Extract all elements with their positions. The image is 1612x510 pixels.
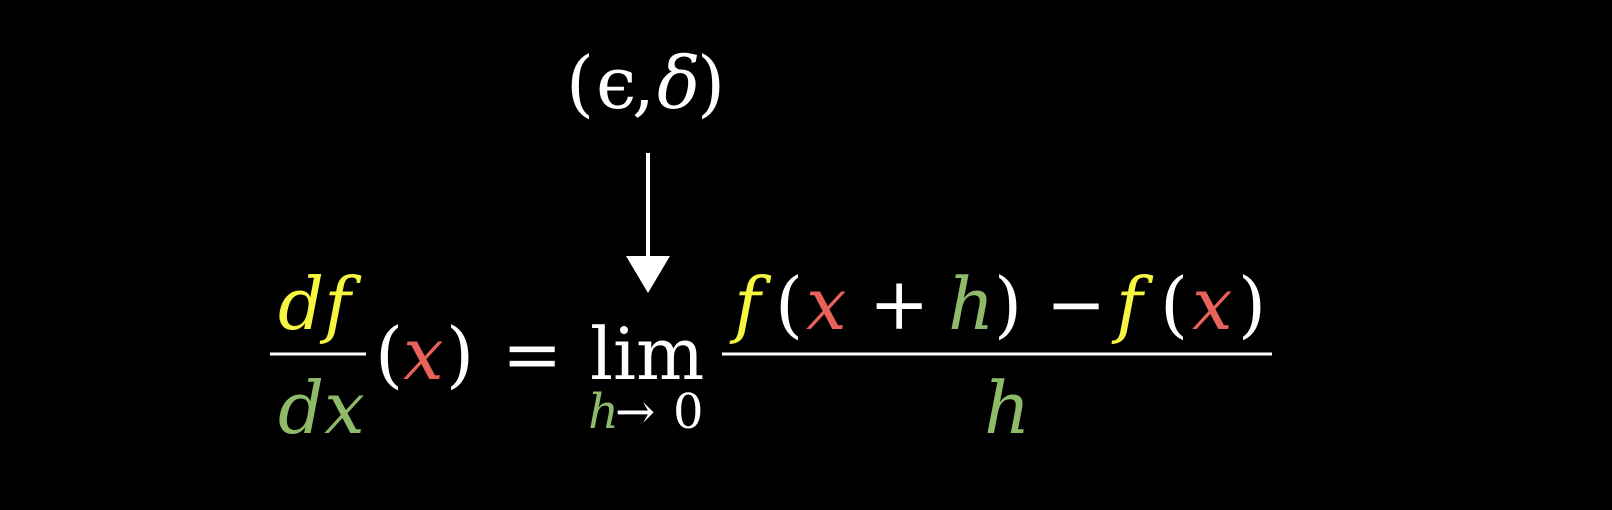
rhs-x2: x — [1192, 262, 1233, 346]
rhs-open-paren-2: ( — [1160, 262, 1189, 346]
lhs-open-paren: ( — [375, 312, 404, 396]
rhs-h1: h — [948, 262, 995, 346]
lim-sub-zero: 0 — [673, 384, 704, 440]
rhs-denominator-h: h — [984, 366, 1031, 450]
rhs-x1: x — [806, 262, 847, 346]
lhs-x: x — [403, 312, 444, 396]
annotation-close-paren: ) — [697, 41, 726, 125]
annotation-epsilon: ϵ — [596, 41, 637, 125]
lhs-denominator-dx: dx — [278, 366, 365, 450]
lim-sub-arrow: → — [615, 384, 656, 440]
rhs-open-paren-1: ( — [775, 262, 804, 346]
rhs-close-paren-1: ) — [994, 262, 1023, 346]
annotation-open-paren: ( — [566, 41, 595, 125]
rhs-minus: − — [1046, 262, 1107, 346]
rhs-close-paren-2: ) — [1238, 262, 1267, 346]
lhs-numerator-df: df — [278, 262, 351, 346]
lim-text: lim — [590, 312, 705, 396]
rhs-f1: f — [734, 262, 761, 346]
rhs-f2: f — [1116, 262, 1143, 346]
equals-sign: = — [502, 312, 563, 396]
arrow-head — [626, 256, 670, 293]
rhs-plus: + — [869, 262, 930, 346]
annotation-comma: , — [632, 41, 655, 125]
lim-sub-h: h — [588, 384, 619, 440]
annotation-delta: δ — [657, 41, 701, 125]
lhs-close-paren: ) — [446, 312, 475, 396]
